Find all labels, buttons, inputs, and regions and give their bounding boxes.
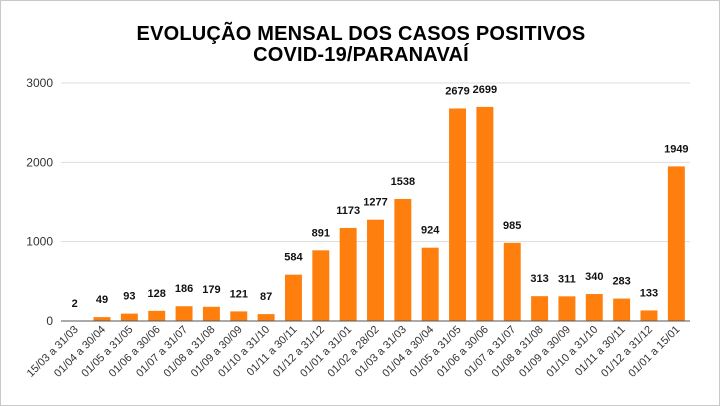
data-label: 133 [640,287,658,299]
data-label: 2699 [473,84,497,96]
bar [120,313,138,321]
bar [449,108,467,321]
bar [339,227,357,321]
data-label: 924 [421,225,440,237]
bar [148,310,166,321]
data-label: 891 [312,227,330,239]
data-label: 121 [230,288,248,300]
data-label: 985 [503,220,521,232]
data-label: 186 [175,283,193,295]
gridlines [61,82,690,243]
y-tick-label: 0 [46,314,53,328]
bar [284,274,302,321]
bar [257,314,275,321]
data-label: 1277 [363,197,387,209]
chart-title: EVOLUÇÃO MENSAL DOS CASOS POSITIVOS [136,23,586,45]
data-label: 2679 [445,85,469,97]
data-label: 584 [284,252,303,264]
bar [531,296,549,321]
data-label: 340 [585,271,603,283]
bar [202,306,220,321]
data-label: 49 [96,294,108,306]
y-tick-label: 3000 [26,76,53,90]
data-label: 313 [530,273,548,285]
y-axis-ticks: 0 1000 2000 3000 [26,76,53,328]
bar [640,310,658,321]
y-tick-label: 2000 [26,155,53,169]
y-tick-label: 1000 [26,235,53,249]
data-label: 87 [260,291,272,303]
bar [667,166,685,321]
data-label: 179 [202,284,220,296]
data-label: 1173 [336,205,360,217]
data-label: 2 [72,298,78,310]
bar [175,306,193,321]
bar [367,219,384,321]
bar [421,247,439,321]
bar [476,106,494,321]
data-label: 93 [123,291,135,303]
data-label: 311 [558,273,576,285]
data-label: 1949 [664,143,688,155]
bar [585,294,603,321]
chart-subtitle: COVID-19/PARANAVAÍ [253,44,469,66]
bars [66,106,685,321]
bar [394,198,412,321]
bar [230,311,248,321]
bar [558,296,576,321]
bar [503,242,521,321]
bar [312,250,330,321]
bar [613,298,631,321]
data-label: 1538 [391,176,415,188]
data-label: 283 [612,276,630,288]
bar [93,317,111,321]
data-label: 128 [148,288,166,300]
